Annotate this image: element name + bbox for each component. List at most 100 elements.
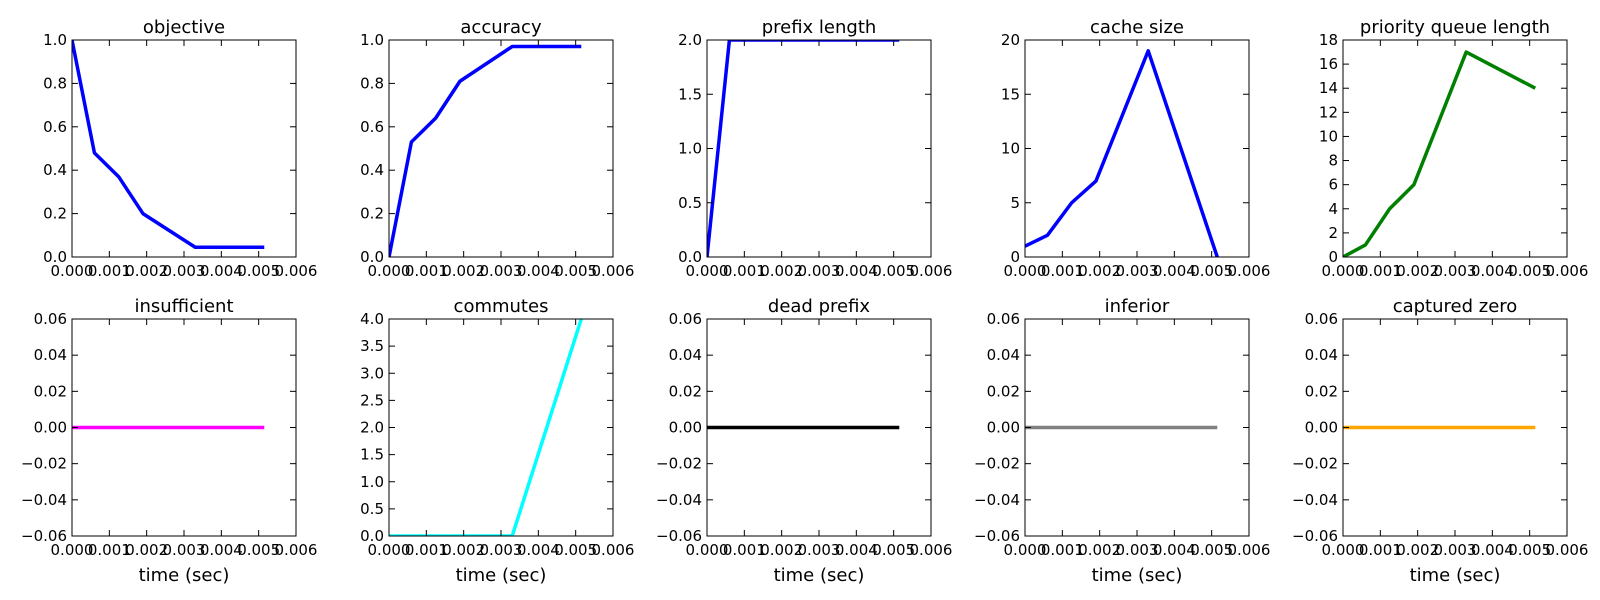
y-tick-label: 8 — [1328, 152, 1338, 170]
y-tick-label: 6 — [1328, 176, 1338, 194]
x-tick-label: 0.001 — [723, 541, 766, 559]
x-tick-label: 0.004 — [1471, 541, 1514, 559]
y-tick-label: 1.5 — [678, 85, 702, 103]
x-tick-label: 0.000 — [1004, 541, 1047, 559]
y-tick-label: −0.02 — [21, 455, 67, 473]
x-tick-label: 0.002 — [125, 262, 168, 280]
subplot-title: prefix length — [762, 17, 877, 38]
y-tick-label: 1.0 — [360, 473, 384, 491]
y-tick-label: −0.06 — [1292, 527, 1338, 545]
x-tick-label: 0.003 — [1434, 262, 1477, 280]
series-line-2-1 — [389, 44, 582, 257]
y-tick-label: 0.2 — [360, 205, 384, 223]
y-tick-label: 18 — [1319, 31, 1338, 49]
x-tick-label: 0.005 — [1508, 541, 1551, 559]
x-tick-label: 0.000 — [368, 262, 411, 280]
x-tick-label: 0.003 — [1434, 541, 1477, 559]
x-tick-label: 0.004 — [517, 262, 560, 280]
y-tick-label: −0.02 — [974, 455, 1020, 473]
y-tick-label: −0.06 — [656, 527, 702, 545]
subplot-title: priority queue length — [1360, 17, 1550, 38]
x-tick-label: 0.001 — [723, 262, 766, 280]
y-tick-label: 16 — [1319, 55, 1338, 73]
subplot-title: insufficient — [134, 296, 233, 317]
y-tick-label: 0.02 — [1305, 382, 1338, 400]
y-tick-label: 2.0 — [360, 419, 384, 437]
x-tick-label: 0.003 — [1116, 262, 1159, 280]
x-tick-label: 0.000 — [51, 541, 94, 559]
series-line-1-1 — [72, 40, 265, 249]
y-tick-label: 1.0 — [43, 31, 67, 49]
plot-frame — [71, 39, 297, 258]
y-tick-label: 1.0 — [360, 31, 384, 49]
y-tick-label: 10 — [1319, 127, 1338, 145]
x-tick-label: 0.002 — [1396, 541, 1439, 559]
y-tick-label: −0.04 — [656, 491, 702, 509]
plot-frame — [706, 39, 932, 258]
y-tick-label: 0.8 — [360, 74, 384, 92]
x-tick-label: 0.002 — [125, 541, 168, 559]
x-axis-label: time (sec) — [1092, 565, 1183, 586]
x-tick-label: 0.001 — [405, 541, 448, 559]
x-tick-label: 0.004 — [517, 541, 560, 559]
x-tick-label: 0.000 — [1004, 262, 1047, 280]
x-tick-label: 0.000 — [368, 541, 411, 559]
x-tick-label: 0.001 — [1041, 541, 1084, 559]
y-tick-label: −0.06 — [974, 527, 1020, 545]
x-tick-label: 0.001 — [1359, 262, 1402, 280]
x-tick-label: 0.005 — [237, 541, 280, 559]
x-tick-label: 0.006 — [1546, 262, 1589, 280]
y-tick-label: 0.6 — [43, 118, 67, 136]
y-tick-label: 0.0 — [360, 527, 384, 545]
x-tick-label: 0.000 — [686, 541, 729, 559]
x-tick-label: 0.005 — [1190, 262, 1233, 280]
y-tick-label: −0.02 — [656, 455, 702, 473]
x-tick-label: 0.005 — [1508, 262, 1551, 280]
y-tick-label: 0.2 — [43, 205, 67, 223]
series-line-3-1 — [707, 40, 900, 257]
x-tick-label: 0.004 — [1471, 262, 1514, 280]
y-tick-label: 0.4 — [43, 161, 67, 179]
plot-frame — [388, 39, 614, 258]
subplot-title: captured zero — [1393, 296, 1518, 317]
y-tick-label: 20 — [1001, 31, 1020, 49]
y-tick-label: 0 — [1328, 248, 1338, 266]
y-tick-label: 14 — [1319, 79, 1338, 97]
x-tick-label: 0.006 — [275, 262, 318, 280]
x-tick-label: 0.003 — [1116, 541, 1159, 559]
series-line-7-1 — [389, 319, 583, 536]
x-tick-label: 0.000 — [686, 262, 729, 280]
x-axis-label: time (sec) — [139, 565, 230, 586]
subplot-title: cache size — [1090, 17, 1184, 38]
x-tick-label: 0.000 — [51, 262, 94, 280]
series-line-5-1 — [1343, 50, 1537, 257]
y-tick-label: 5 — [1010, 194, 1020, 212]
y-tick-label: 0.02 — [34, 382, 67, 400]
x-tick-label: 0.002 — [760, 262, 803, 280]
y-tick-label: 0 — [1010, 248, 1020, 266]
x-tick-label: 0.001 — [88, 262, 131, 280]
x-tick-label: 0.004 — [835, 262, 878, 280]
y-tick-label: 2.5 — [360, 391, 384, 409]
subplot-title: objective — [143, 17, 225, 38]
x-tick-label: 0.002 — [1078, 262, 1121, 280]
x-tick-label: 0.004 — [200, 541, 243, 559]
x-tick-label: 0.003 — [798, 541, 841, 559]
y-tick-label: 0.00 — [987, 419, 1020, 437]
y-tick-label: 3.5 — [360, 337, 384, 355]
y-tick-label: −0.04 — [21, 491, 67, 509]
x-tick-label: 0.002 — [1396, 262, 1439, 280]
x-tick-label: 0.003 — [163, 541, 206, 559]
x-tick-label: 0.003 — [163, 262, 206, 280]
y-tick-label: 0.0 — [678, 248, 702, 266]
plot-frame — [1342, 39, 1568, 258]
x-tick-label: 0.005 — [1190, 541, 1233, 559]
y-tick-label: 0.06 — [669, 310, 702, 328]
y-tick-label: 0.02 — [987, 382, 1020, 400]
x-tick-label: 0.004 — [835, 541, 878, 559]
